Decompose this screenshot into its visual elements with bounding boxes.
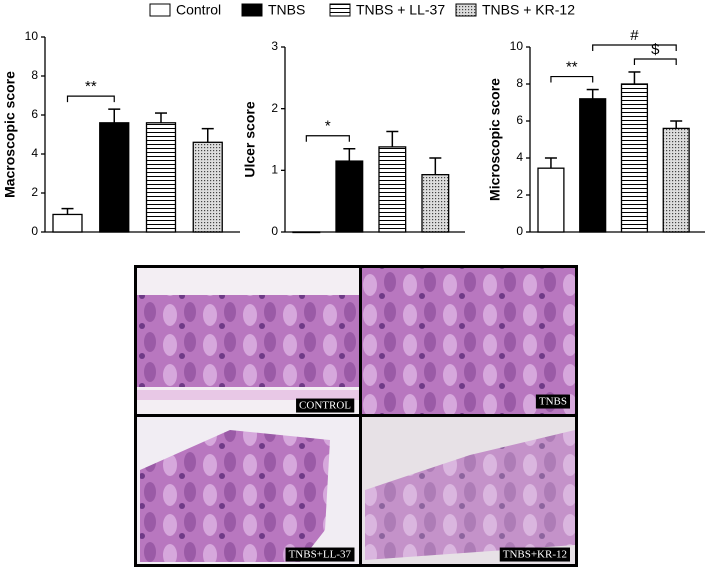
y-axis-label: Macroscopic score — [2, 71, 18, 198]
bar — [145, 122, 177, 233]
y-tick-label: 8 — [31, 68, 38, 82]
y-tick-label: 0 — [271, 224, 278, 238]
image-label: TNBS+KR-12 — [503, 549, 567, 561]
y-tick-label: 0 — [516, 224, 523, 238]
y-tick-label: 4 — [31, 146, 38, 160]
image-label: TNBS — [539, 396, 567, 408]
bar — [192, 141, 223, 233]
bar — [292, 231, 321, 234]
y-tick-label: 2 — [31, 185, 38, 199]
y-tick-label: 1 — [271, 163, 278, 177]
y-tick-label: 2 — [271, 101, 278, 115]
legend-label: TNBS — [268, 2, 305, 18]
label-bg — [296, 398, 355, 413]
legend-swatch — [149, 3, 171, 17]
y-tick-label: 10 — [510, 39, 524, 53]
y-tick-label: 10 — [25, 29, 39, 43]
bar — [421, 173, 450, 233]
y-axis-label: Ulcer score — [242, 101, 258, 177]
y-tick-label: 8 — [516, 76, 523, 90]
bar — [537, 167, 565, 233]
legend-label: Control — [176, 2, 221, 18]
legend-swatch — [329, 3, 351, 17]
tissue — [365, 430, 575, 560]
significance-label: ** — [85, 78, 97, 95]
label-bg — [499, 547, 570, 562]
significance-label: ** — [566, 59, 578, 76]
label-bg — [285, 547, 355, 562]
label-bg — [535, 394, 570, 409]
significance-label: $ — [651, 41, 660, 58]
significance-bracket — [550, 75, 594, 83]
y-axis-label: Microscopic score — [487, 78, 503, 201]
significance-label: * — [325, 118, 331, 135]
tissue — [137, 295, 359, 387]
significance-label: # — [630, 27, 639, 44]
legend-label: TNBS + LL-37 — [356, 2, 445, 18]
image-label: CONTROL — [299, 400, 351, 412]
y-tick-label: 2 — [516, 187, 523, 201]
legend-label: TNBS + KR-12 — [482, 2, 575, 18]
bar — [52, 213, 83, 233]
tissue — [140, 430, 330, 562]
y-tick-label: 3 — [271, 39, 278, 53]
significance-bracket — [305, 135, 350, 142]
bar — [378, 146, 407, 233]
legend-swatch — [455, 3, 477, 17]
bar — [620, 83, 649, 233]
bar — [662, 127, 690, 233]
bar — [579, 98, 607, 233]
y-tick-label: 4 — [516, 150, 523, 164]
bar — [99, 122, 130, 233]
y-tick-label: 0 — [31, 224, 38, 238]
bar — [335, 160, 364, 233]
image-label: TNBS+LL-37 — [289, 549, 352, 561]
significance-bracket — [66, 95, 115, 103]
significance-bracket — [633, 58, 677, 65]
y-tick-label: 6 — [31, 107, 38, 121]
histology-panel — [134, 265, 578, 567]
y-tick-label: 6 — [516, 113, 523, 127]
significance-bracket — [592, 44, 677, 51]
image-tnbs — [362, 268, 575, 414]
tissue — [137, 390, 359, 400]
legend-swatch — [241, 3, 263, 17]
